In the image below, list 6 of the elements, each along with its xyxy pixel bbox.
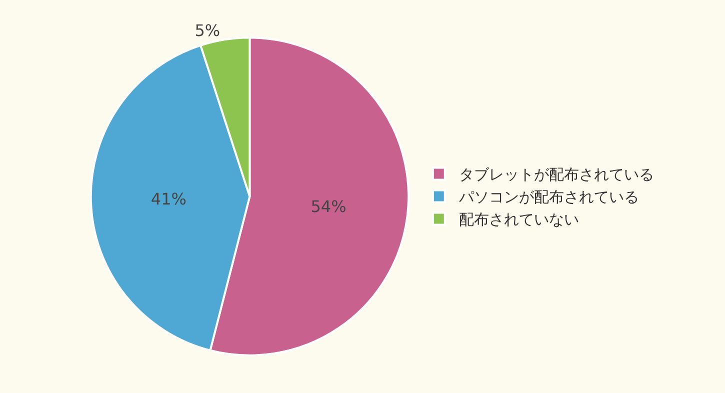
data-label: 41%	[150, 190, 186, 209]
legend-label: パソコンが配布されている	[458, 188, 639, 206]
data-label: 54%	[310, 196, 346, 216]
data-label: 5%	[194, 20, 220, 40]
legend-label: 配布されていない	[458, 210, 579, 229]
legend-label: タブレットが配布されている	[458, 166, 654, 184]
